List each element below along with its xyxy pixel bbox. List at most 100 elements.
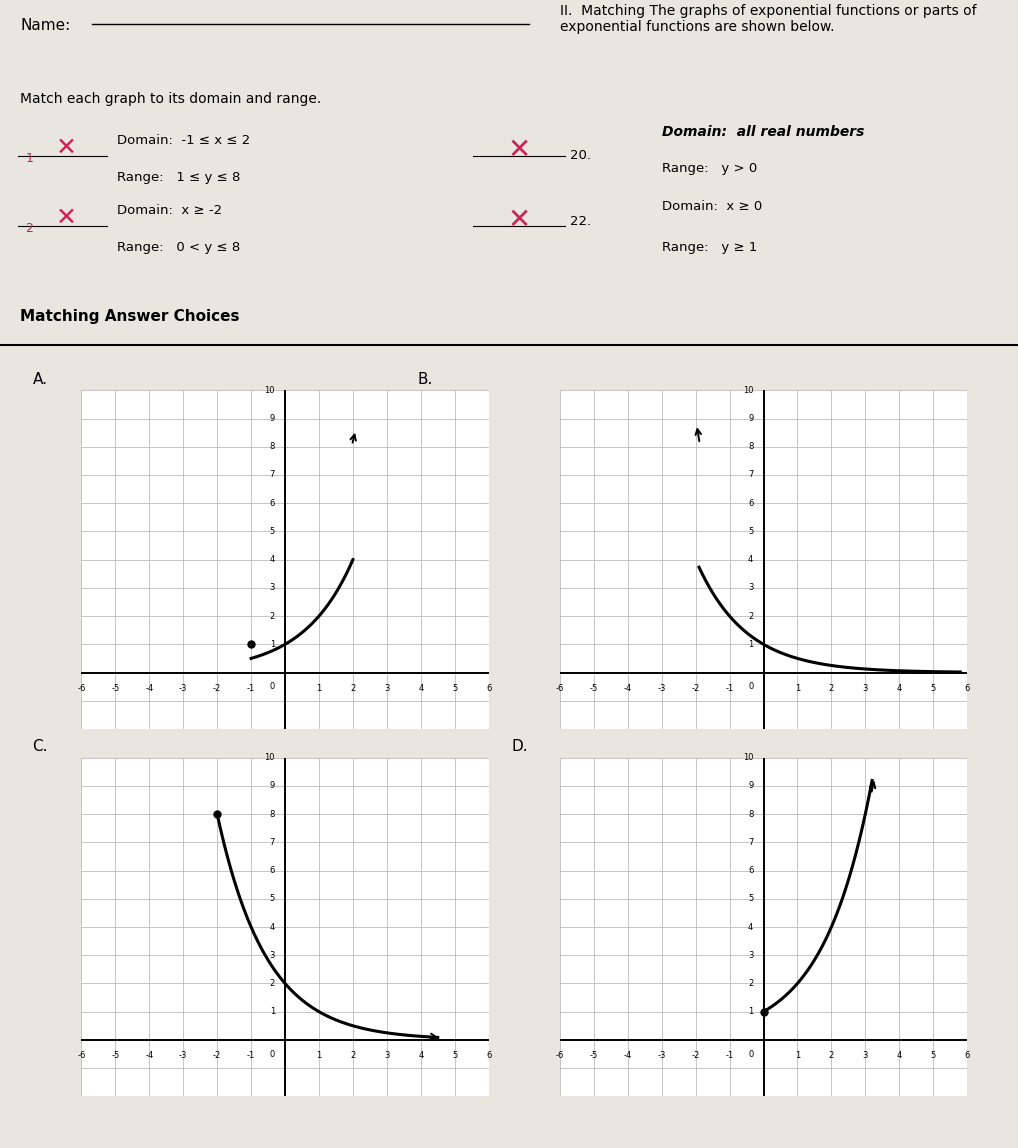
Text: A.: A. — [33, 372, 48, 387]
Text: 0: 0 — [748, 1049, 753, 1058]
Text: 5: 5 — [452, 684, 457, 693]
Text: -2: -2 — [213, 684, 221, 693]
Text: 6: 6 — [964, 1052, 970, 1061]
Text: 2: 2 — [25, 223, 34, 235]
Text: Range:   y ≥ 1: Range: y ≥ 1 — [662, 241, 757, 254]
Text: 0: 0 — [270, 682, 275, 691]
Text: ✕: ✕ — [56, 205, 76, 230]
Text: 1: 1 — [748, 1007, 753, 1016]
Text: -6: -6 — [556, 684, 564, 693]
Text: 3: 3 — [270, 583, 275, 592]
Text: 1: 1 — [317, 684, 322, 693]
Text: 2: 2 — [829, 684, 834, 693]
Text: 4: 4 — [748, 556, 753, 564]
Text: Range:   y > 0: Range: y > 0 — [662, 162, 757, 174]
Text: -3: -3 — [658, 1052, 666, 1061]
Text: 8: 8 — [748, 442, 753, 451]
Text: 8: 8 — [270, 809, 275, 819]
Text: -2: -2 — [213, 1052, 221, 1061]
Text: 6: 6 — [964, 684, 970, 693]
Text: Domain:  -1 ≤ x ≤ 2: Domain: -1 ≤ x ≤ 2 — [117, 134, 250, 147]
Text: -4: -4 — [146, 684, 154, 693]
Text: 4: 4 — [897, 684, 902, 693]
Text: -6: -6 — [556, 1052, 564, 1061]
Text: 4: 4 — [897, 1052, 902, 1061]
Text: 9: 9 — [748, 414, 753, 424]
Text: 5: 5 — [452, 1052, 457, 1061]
Text: 9: 9 — [748, 782, 753, 791]
Text: 3: 3 — [384, 1052, 390, 1061]
Text: 2: 2 — [270, 612, 275, 621]
Text: 1: 1 — [270, 1007, 275, 1016]
Text: 1: 1 — [25, 153, 34, 165]
Text: 5: 5 — [930, 684, 936, 693]
Text: 0: 0 — [270, 1049, 275, 1058]
Text: -4: -4 — [624, 684, 632, 693]
Text: 9: 9 — [270, 782, 275, 791]
Text: -6: -6 — [77, 684, 86, 693]
Text: Domain:  x ≥ -2: Domain: x ≥ -2 — [117, 204, 222, 217]
Text: Match each graph to its domain and range.: Match each graph to its domain and range… — [20, 92, 322, 106]
Text: -4: -4 — [146, 1052, 154, 1061]
Text: -5: -5 — [589, 684, 598, 693]
Text: 5: 5 — [748, 894, 753, 903]
Text: 4: 4 — [748, 923, 753, 931]
Text: C.: C. — [33, 739, 48, 754]
Text: 1: 1 — [270, 639, 275, 649]
Text: -2: -2 — [691, 1052, 699, 1061]
Text: 8: 8 — [748, 809, 753, 819]
Text: 5: 5 — [748, 527, 753, 536]
Text: 5: 5 — [270, 894, 275, 903]
Text: 3: 3 — [748, 583, 753, 592]
Text: 6: 6 — [486, 684, 492, 693]
Text: -2: -2 — [691, 684, 699, 693]
Text: Range:   0 < y ≤ 8: Range: 0 < y ≤ 8 — [117, 241, 240, 254]
Text: D.: D. — [511, 739, 527, 754]
Text: 3: 3 — [270, 951, 275, 960]
Text: 4: 4 — [418, 1052, 423, 1061]
Text: 8: 8 — [270, 442, 275, 451]
Text: 6: 6 — [486, 1052, 492, 1061]
Text: 10: 10 — [265, 753, 275, 762]
Text: 10: 10 — [265, 386, 275, 395]
Text: -1: -1 — [247, 684, 256, 693]
Text: 1: 1 — [795, 684, 800, 693]
Text: 9: 9 — [270, 414, 275, 424]
Text: -3: -3 — [658, 684, 666, 693]
Text: 20.: 20. — [570, 149, 591, 162]
Text: 6: 6 — [270, 866, 275, 875]
Text: 2: 2 — [829, 1052, 834, 1061]
Text: 5: 5 — [270, 527, 275, 536]
Text: 2: 2 — [748, 979, 753, 988]
Text: ✕: ✕ — [508, 135, 530, 164]
Text: 4: 4 — [418, 684, 423, 693]
Text: Name:: Name: — [20, 18, 70, 33]
Text: -5: -5 — [589, 1052, 598, 1061]
Text: -6: -6 — [77, 1052, 86, 1061]
Text: -3: -3 — [179, 1052, 187, 1061]
Text: Matching Answer Choices: Matching Answer Choices — [20, 309, 240, 324]
Text: -1: -1 — [247, 1052, 256, 1061]
Text: 4: 4 — [270, 556, 275, 564]
Text: 6: 6 — [748, 866, 753, 875]
Text: II.  Matching The graphs of exponential functions or parts of
exponential functi: II. Matching The graphs of exponential f… — [560, 3, 976, 34]
Text: 6: 6 — [748, 498, 753, 507]
Text: 7: 7 — [748, 838, 753, 847]
Text: 1: 1 — [317, 1052, 322, 1061]
Text: 4: 4 — [270, 923, 275, 931]
Text: -1: -1 — [726, 684, 734, 693]
Text: 3: 3 — [862, 1052, 868, 1061]
Text: Range:   1 ≤ y ≤ 8: Range: 1 ≤ y ≤ 8 — [117, 171, 240, 184]
Text: 1: 1 — [795, 1052, 800, 1061]
Text: 3: 3 — [748, 951, 753, 960]
Text: 6: 6 — [270, 498, 275, 507]
Text: 3: 3 — [384, 684, 390, 693]
Text: 7: 7 — [748, 471, 753, 480]
Text: Domain:  all real numbers: Domain: all real numbers — [662, 125, 864, 139]
Text: -4: -4 — [624, 1052, 632, 1061]
Text: 2: 2 — [270, 979, 275, 988]
Text: ✕: ✕ — [56, 135, 76, 160]
Text: 2: 2 — [748, 612, 753, 621]
Text: -5: -5 — [111, 1052, 119, 1061]
Text: ✕: ✕ — [508, 205, 530, 234]
